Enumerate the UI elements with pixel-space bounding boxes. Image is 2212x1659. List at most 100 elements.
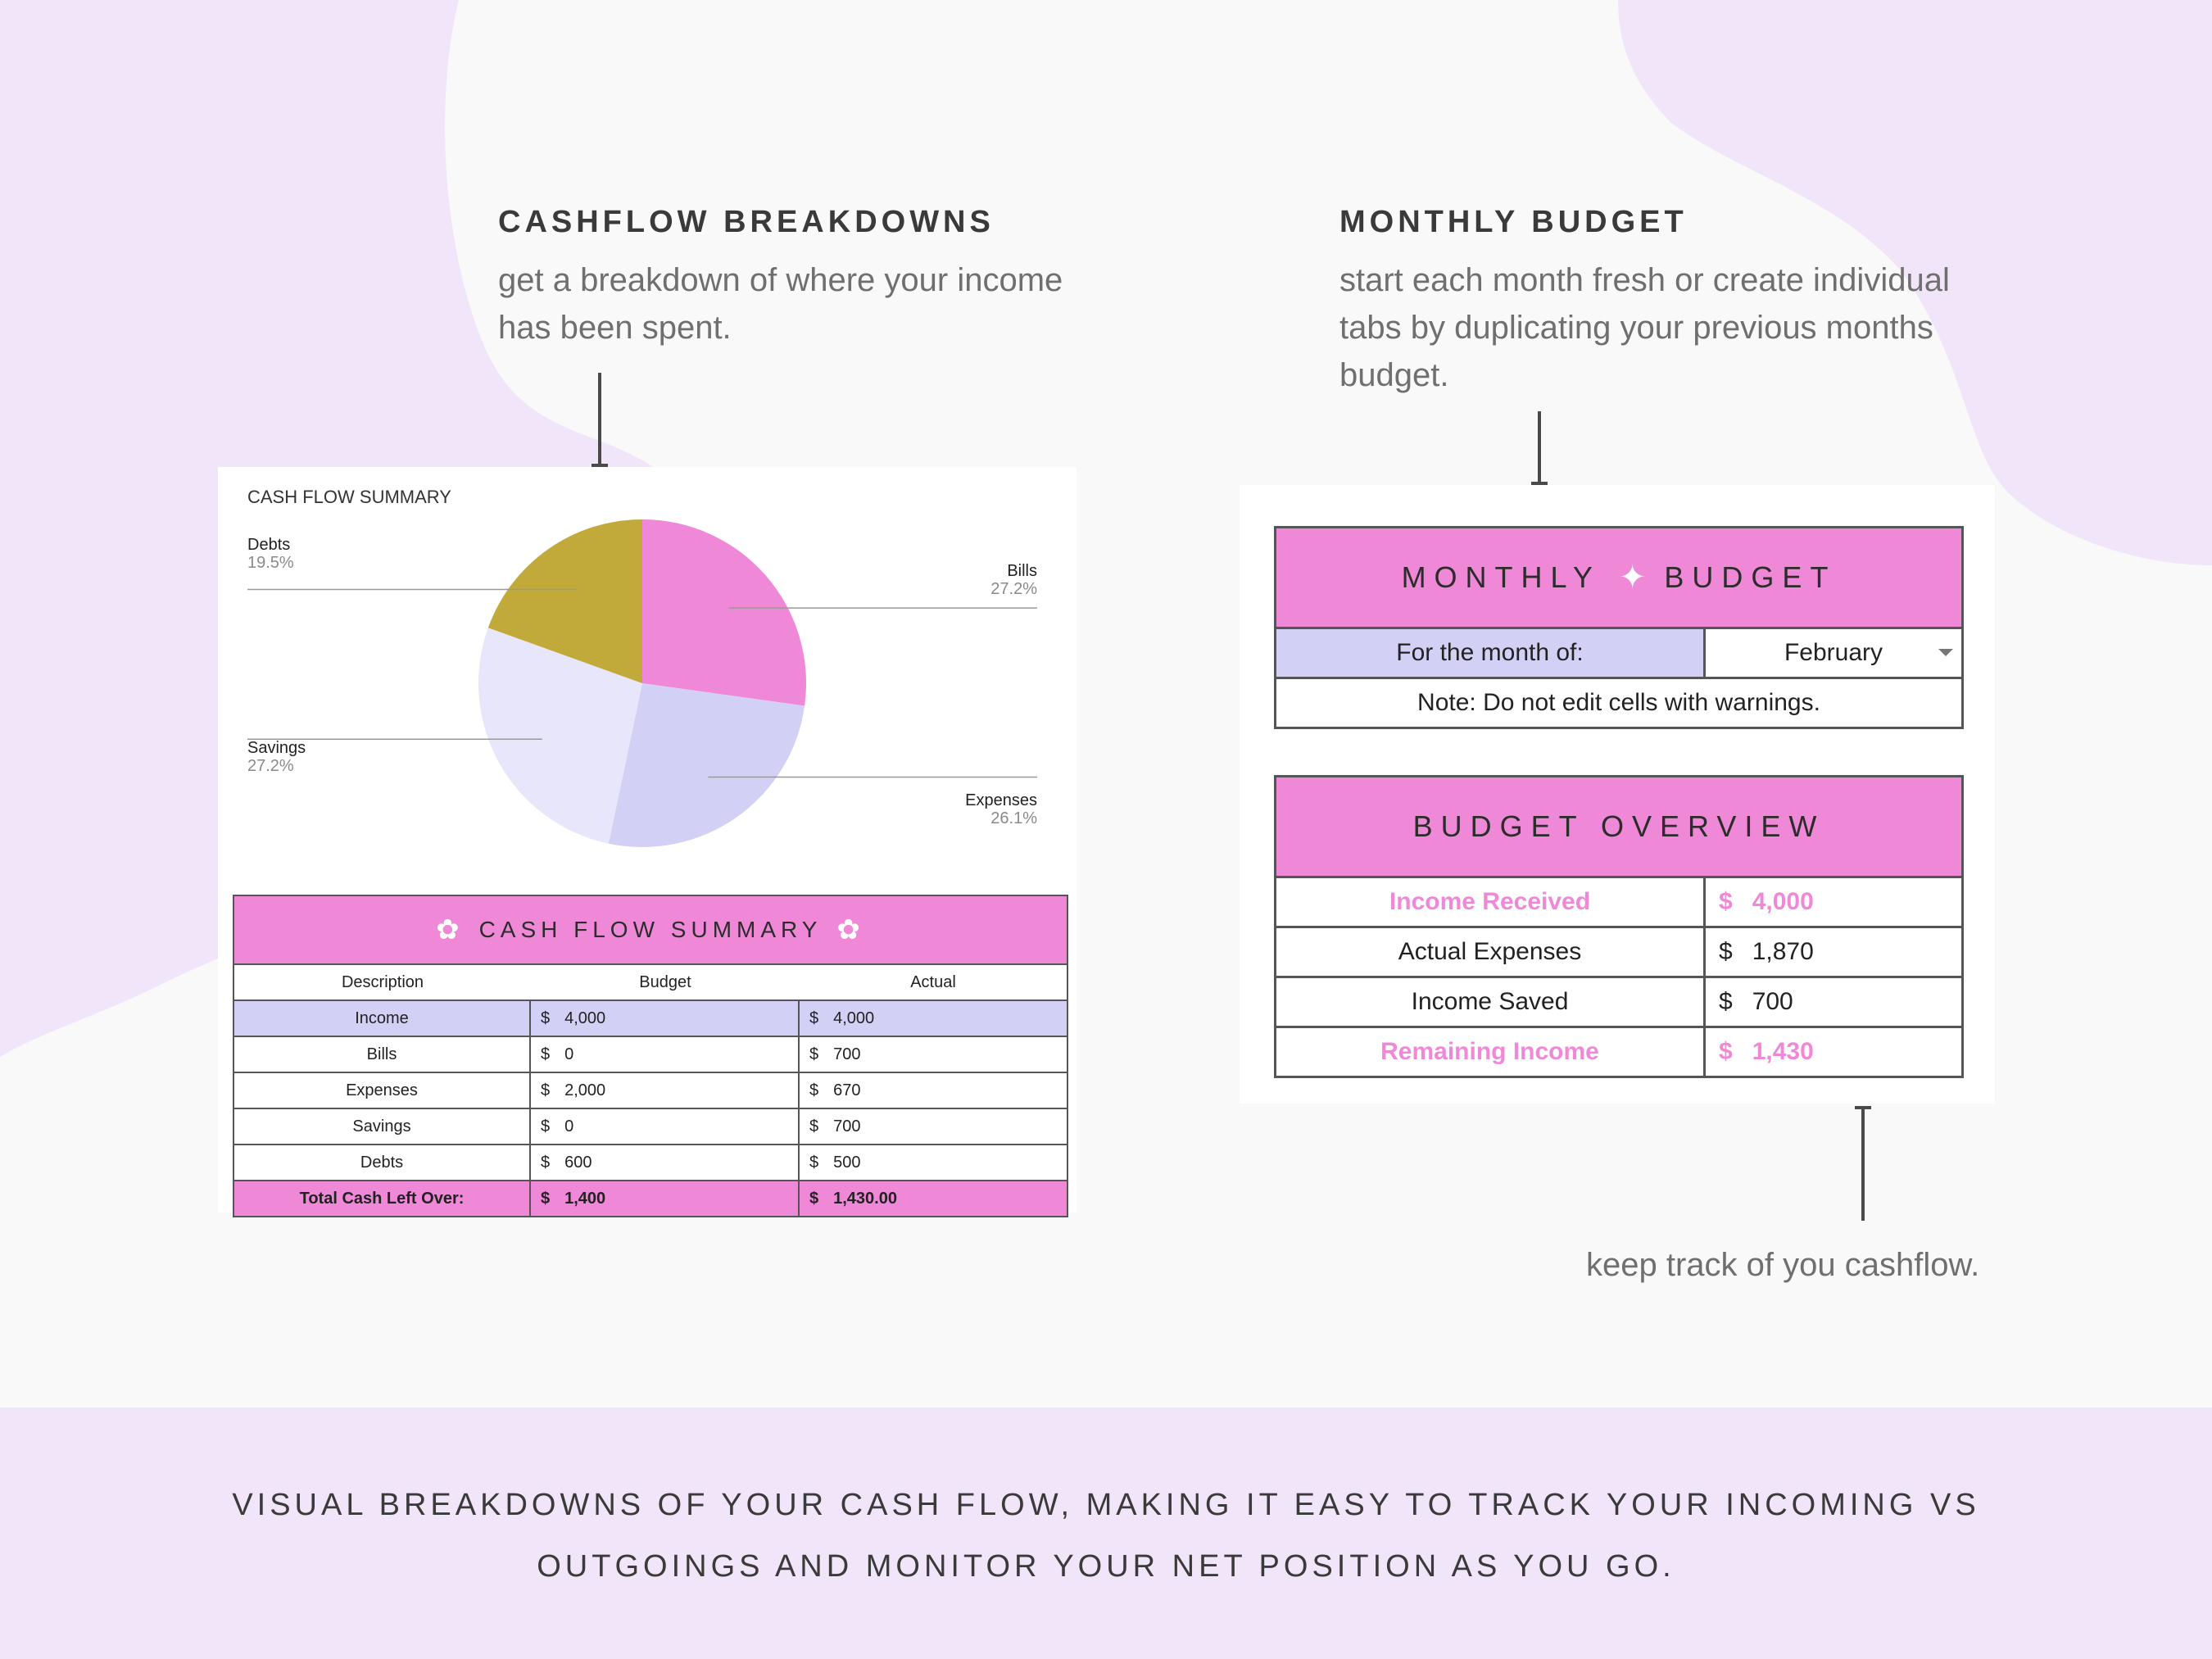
chart-title: CASH FLOW SUMMARY — [247, 487, 451, 507]
pie-slice-debts — [487, 519, 642, 683]
table-row[interactable]: Expenses $2,000 $670 — [234, 1073, 1067, 1109]
cashflow-table-header: ✿ CASH FLOW SUMMARY ✿ — [234, 896, 1067, 965]
table-row[interactable]: Debts $600 $500 — [234, 1145, 1067, 1181]
note-connector — [1855, 1106, 1871, 1221]
table-row[interactable]: Income $4,000 $4,000 — [234, 1001, 1067, 1037]
currency-symbol: $ — [1719, 888, 1733, 915]
flower-icon: ✿ — [836, 914, 865, 945]
currency-symbol: $ — [1719, 988, 1733, 1015]
column-header: Budget — [639, 972, 691, 991]
currency-symbol: $ — [809, 1045, 819, 1063]
currency-symbol: $ — [541, 1045, 551, 1063]
currency-symbol: $ — [809, 1189, 819, 1208]
overview-value-cell: $4,000 — [1706, 878, 1961, 926]
row-description: Bills — [234, 1037, 531, 1072]
row-description: Income — [234, 1001, 531, 1036]
pie-chart — [247, 519, 1037, 847]
monthly-budget-box: MONTHLY ✦ BUDGET For the month of: Febru… — [1274, 526, 1964, 729]
overview-value: 700 — [1752, 988, 1793, 1015]
column-header: Actual — [910, 972, 956, 991]
pie-label-pct: 19.5% — [247, 554, 294, 572]
footer-band — [0, 1407, 2212, 1659]
budget-cell[interactable]: $0 — [531, 1109, 800, 1144]
budget-cell[interactable]: $600 — [531, 1145, 800, 1180]
monthly-description-line: start each month fresh or create individ… — [1339, 262, 1950, 298]
pie-label-name: Savings — [247, 739, 306, 757]
cashflow-note: keep track of you cashflow. — [1586, 1247, 1980, 1283]
overview-value: 1,430 — [1752, 1038, 1814, 1065]
monthly-description-line: tabs by duplicating your previous months — [1339, 310, 1933, 346]
cashflow-heading: CASHFLOW BREAKDOWNS — [498, 205, 995, 239]
overview-value: 1,870 — [1752, 938, 1814, 965]
overview-value-cell: $1,430 — [1706, 1028, 1961, 1076]
currency-symbol: $ — [1719, 938, 1733, 965]
flower-icon: ✿ — [436, 914, 465, 945]
cashflow-table-title: CASH FLOW SUMMARY — [478, 917, 823, 942]
cashflow-description-line: has been spent. — [498, 310, 732, 346]
budget-cell[interactable]: $4,000 — [531, 1001, 800, 1036]
cashflow-description: get a breakdown of where your income has… — [498, 256, 1063, 351]
actual-cell[interactable]: $700 — [800, 1037, 1067, 1072]
overview-row: Income Received $4,000 — [1276, 878, 1961, 928]
pie-slice-bills — [642, 519, 806, 706]
budget-overview-title: BUDGET OVERVIEW — [1276, 777, 1961, 878]
month-select[interactable]: February — [1706, 629, 1961, 677]
cashflow-summary-table: ✿ CASH FLOW SUMMARY ✿ Description Budget… — [233, 895, 1068, 1217]
currency-symbol: $ — [541, 1009, 551, 1027]
monthly-budget-heading: MONTHLY BUDGET — [1339, 205, 1688, 239]
actual-value: 500 — [833, 1153, 861, 1172]
overview-label: Income Saved — [1276, 978, 1706, 1026]
pie-label-name: Expenses — [965, 791, 1037, 809]
pie-label-pct: 27.2% — [247, 757, 294, 775]
overview-row: Income Saved $700 — [1276, 978, 1961, 1028]
row-description: Savings — [234, 1109, 531, 1144]
overview-value: 4,000 — [1752, 888, 1814, 915]
budget-cell[interactable]: $0 — [531, 1037, 800, 1072]
footer-caption: VISUAL BREAKDOWNS OF YOUR CASH FLOW, MAK… — [0, 1475, 2212, 1598]
currency-symbol: $ — [541, 1153, 551, 1172]
overview-label: Remaining Income — [1276, 1028, 1706, 1076]
table-row[interactable]: Bills $0 $700 — [234, 1037, 1067, 1073]
cashflow-description-line: get a breakdown of where your income — [498, 262, 1063, 298]
currency-symbol: $ — [809, 1117, 819, 1135]
pie-slice-expenses — [608, 683, 805, 847]
overview-value-cell: $700 — [1706, 978, 1961, 1026]
pie-label-debts: Debts 19.5% — [247, 536, 294, 572]
overview-value-cell: $1,870 — [1706, 928, 1961, 976]
sparkle-icon: ✦ — [1618, 560, 1647, 596]
table-row[interactable]: Savings $0 $700 — [234, 1109, 1067, 1145]
budget-value: 600 — [564, 1153, 592, 1172]
overview-label: Actual Expenses — [1276, 928, 1706, 976]
footer-line: OUTGOINGS AND MONITOR YOUR NET POSITION … — [537, 1549, 1675, 1584]
pie-label-name: Bills — [1007, 562, 1037, 580]
budget-value: 2,000 — [564, 1081, 606, 1099]
dropdown-arrow-icon[interactable] — [1938, 649, 1953, 656]
actual-cell[interactable]: $4,000 — [800, 1001, 1067, 1036]
footer-line: VISUAL BREAKDOWNS OF YOUR CASH FLOW, MAK… — [232, 1488, 1980, 1522]
monthly-budget-title: MONTHLY ✦ BUDGET — [1276, 528, 1961, 629]
actual-cell[interactable]: $500 — [800, 1145, 1067, 1180]
budget-value: 0 — [564, 1117, 574, 1135]
currency-symbol: $ — [541, 1081, 551, 1099]
budget-cell[interactable]: $2,000 — [531, 1073, 800, 1108]
pie-label-name: Debts — [247, 536, 291, 554]
actual-value: 670 — [833, 1081, 861, 1099]
cashflow-card: CASH FLOW SUMMARY Debts 19.5% Bills 27.2… — [218, 467, 1077, 1217]
month-label: For the month of: — [1276, 629, 1706, 677]
actual-cell[interactable]: $670 — [800, 1073, 1067, 1108]
overview-row: Remaining Income $1,430 — [1276, 1028, 1961, 1076]
total-budget-cell: $1,400 — [531, 1181, 800, 1216]
overview-row: Actual Expenses $1,870 — [1276, 928, 1961, 978]
total-label: Total Cash Left Over: — [234, 1181, 531, 1216]
pie-slice-savings — [478, 628, 642, 844]
pie-label-savings: Savings 27.2% — [247, 739, 306, 775]
budget-value: 0 — [564, 1045, 574, 1063]
actual-cell[interactable]: $700 — [800, 1109, 1067, 1144]
pie-label-pct: 26.1% — [990, 809, 1037, 827]
monthly-budget-card: MONTHLY ✦ BUDGET For the month of: Febru… — [1240, 485, 1995, 1104]
row-description: Expenses — [234, 1073, 531, 1108]
title-right: BUDGET — [1664, 560, 1837, 594]
note-row: Note: Do not edit cells with warnings. — [1276, 679, 1961, 727]
cashflow-connector — [592, 373, 608, 467]
currency-symbol: $ — [541, 1189, 551, 1208]
